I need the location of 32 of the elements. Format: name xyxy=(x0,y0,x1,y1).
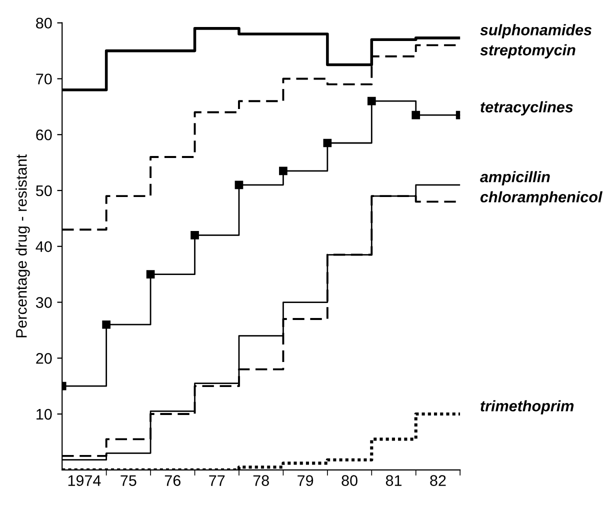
series-label: sulphonamides xyxy=(480,24,592,38)
series-label: streptomycin xyxy=(480,44,576,58)
point xyxy=(190,231,199,240)
series-label: trimethoprim xyxy=(480,400,574,414)
series-label: tetracyclines xyxy=(480,101,573,116)
x-tick-label: 77 xyxy=(209,475,225,486)
y-tick-label: 70 xyxy=(36,74,52,84)
point xyxy=(323,138,332,148)
x-tick-label: 76 xyxy=(164,475,180,486)
point xyxy=(102,320,110,329)
series-label: chloramphenicol xyxy=(480,191,602,206)
point xyxy=(412,110,420,120)
y-tick-label: 80 xyxy=(36,18,52,29)
y-tick-label: 40 xyxy=(36,241,52,252)
point xyxy=(146,270,155,278)
x-tick-label: 78 xyxy=(253,475,269,486)
x-tick-label: 75 xyxy=(120,475,136,486)
x-tick-label: 1974 xyxy=(68,475,101,486)
x-tick-label: 79 xyxy=(298,475,314,486)
point xyxy=(234,180,244,190)
y-tick-label: 50 xyxy=(36,185,52,196)
x-tick-label: 81 xyxy=(386,475,402,486)
y-tick-label: 10 xyxy=(36,408,52,420)
y-tick-label: 30 xyxy=(36,297,52,308)
y-tick-label: 60 xyxy=(36,129,52,140)
y-axis-title: Percentage drug - resistant xyxy=(16,154,30,338)
x-tick-label: 80 xyxy=(342,475,358,486)
series-label: ampicillin xyxy=(480,171,550,186)
point xyxy=(367,96,376,106)
point xyxy=(279,166,288,176)
y-tick-label: 20 xyxy=(36,353,52,364)
x-tick-label: 82 xyxy=(430,475,446,486)
